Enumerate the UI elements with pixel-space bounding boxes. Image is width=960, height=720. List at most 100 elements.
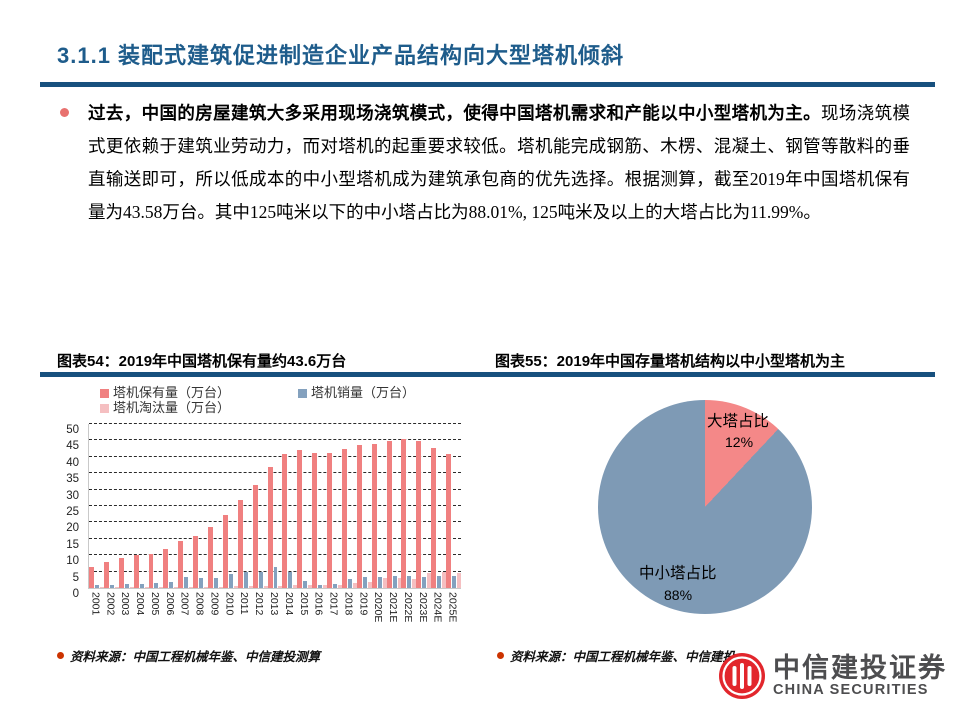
bar-1 (139, 584, 144, 588)
figure55-title: 图表55：2019年中国存量塔机结构以中小型塔机为主 (495, 353, 846, 370)
bar-group (371, 424, 387, 588)
bar-group (431, 424, 447, 588)
bar-2 (204, 587, 209, 588)
bar-group (193, 424, 209, 588)
bar-group (118, 424, 134, 588)
x-tick-label: 2003 (119, 592, 132, 616)
figure54-title: 图表54：2019年中国塔机保有量约43.6万台 (57, 353, 347, 370)
bar-group (89, 424, 104, 588)
x-tick-label: 2020E (372, 592, 385, 623)
bar-1 (124, 584, 129, 588)
company-logo: 中信建投证券 CHINA SECURITIES (718, 652, 947, 700)
bar-chart-y-axis: 0 5 10 15 20 25 30 35 40 45 50 (50, 424, 82, 600)
x-tick-label: 2019 (357, 592, 370, 616)
bar-group (222, 424, 238, 588)
bar-0 (446, 454, 452, 588)
bar-1 (258, 572, 263, 588)
left-source-bullet-icon (57, 652, 64, 659)
bar-1 (303, 581, 308, 588)
pie-label-small-towers: 中小塔占比 (639, 565, 717, 582)
bar-1 (437, 576, 442, 588)
gridline (89, 537, 461, 539)
gridline (89, 521, 461, 523)
bar-2 (293, 585, 298, 588)
gridline (89, 554, 461, 556)
bar-group (297, 424, 313, 588)
bar-0 (103, 562, 109, 588)
bar-group (446, 424, 461, 588)
pie-value-small-towers: 88% (664, 587, 693, 603)
bar-0 (341, 449, 347, 588)
y-tick-label: 0 (72, 588, 79, 600)
y-tick-label: 20 (66, 522, 79, 535)
bar-2 (114, 587, 119, 588)
x-tick-label: 2009 (208, 592, 221, 616)
bar-0 (282, 454, 288, 588)
bar-0 (237, 500, 243, 588)
bar-0 (356, 445, 362, 588)
bar-2 (427, 573, 432, 588)
left-source-note: 资料来源：中国工程机械年鉴、中信建投测算 (70, 650, 321, 664)
bar-2 (129, 587, 134, 588)
bar-0 (386, 441, 392, 588)
x-tick-label: 2018 (342, 592, 355, 616)
figure-divider (40, 372, 935, 377)
x-tick-label: 2010 (223, 592, 236, 616)
bar-2 (442, 572, 447, 588)
bar-2 (174, 587, 179, 588)
bar-1 (273, 567, 278, 588)
citic-circle-icon (719, 653, 765, 699)
bar-0 (267, 467, 273, 588)
bar-0 (327, 453, 333, 588)
bar-0 (371, 444, 377, 588)
bar-2 (382, 578, 387, 588)
logo-name-cn: 中信建投证券 (773, 653, 947, 683)
bar-1 (392, 576, 397, 588)
x-tick-label: 2014 (282, 592, 295, 616)
bar-1 (318, 585, 323, 588)
body-paragraph: 过去，中国的房屋建筑大多采用现场浇筑模式，使得中国塔机需求和产能以中小型塔机为主… (88, 97, 910, 229)
x-tick-label: 2002 (104, 592, 117, 616)
x-tick-label: 2006 (163, 592, 176, 616)
bar-0 (118, 558, 124, 588)
paragraph-rest: 现场浇筑模式更依赖于建筑业劳动力，而对塔机的起重要求较低。塔机能完成钢筋、木楞、… (88, 103, 911, 222)
logo-name-en: CHINA SECURITIES (773, 682, 929, 698)
gridline (89, 423, 461, 424)
bar-2 (323, 585, 328, 588)
bar-0 (297, 450, 303, 588)
x-tick-label: 2016 (312, 592, 325, 616)
bar-2 (189, 587, 194, 588)
bar-0 (148, 554, 154, 588)
bar-group (163, 424, 179, 588)
bar-0 (222, 515, 228, 588)
bar-2 (159, 587, 164, 588)
bar-0 (401, 439, 407, 588)
bar-group (237, 424, 253, 588)
x-tick-label: 2023E (416, 592, 429, 623)
bar-2 (218, 587, 223, 588)
bar-2 (412, 579, 417, 588)
bar-chart-plot (88, 423, 461, 589)
right-source-bullet-icon (497, 652, 504, 659)
bar-1 (199, 578, 204, 588)
x-tick-label: 2013 (267, 592, 280, 616)
bar-2 (144, 587, 149, 588)
bar-2 (338, 585, 342, 588)
gridline (89, 505, 461, 506)
bar-0 (416, 441, 422, 588)
y-tick-label: 45 (66, 440, 79, 453)
bar-2 (457, 573, 461, 588)
bar-0 (252, 485, 258, 588)
x-tick-label: 2011 (238, 592, 251, 615)
legend-swatch-retired-icon (100, 403, 109, 413)
bar-chart-x-axis: 2001 2002 2003 2004 2005 2006 2007 2008 2009 2010… (88, 592, 460, 640)
y-tick-label: 50 (66, 424, 79, 436)
pie-value-large-towers: 12% (725, 434, 754, 450)
gridline (89, 488, 461, 490)
x-tick-label: 2007 (178, 592, 191, 616)
x-tick-label: 2024E (431, 592, 444, 623)
bar-1 (109, 585, 114, 588)
gridline (89, 439, 461, 441)
x-tick-label: 2008 (193, 592, 206, 616)
